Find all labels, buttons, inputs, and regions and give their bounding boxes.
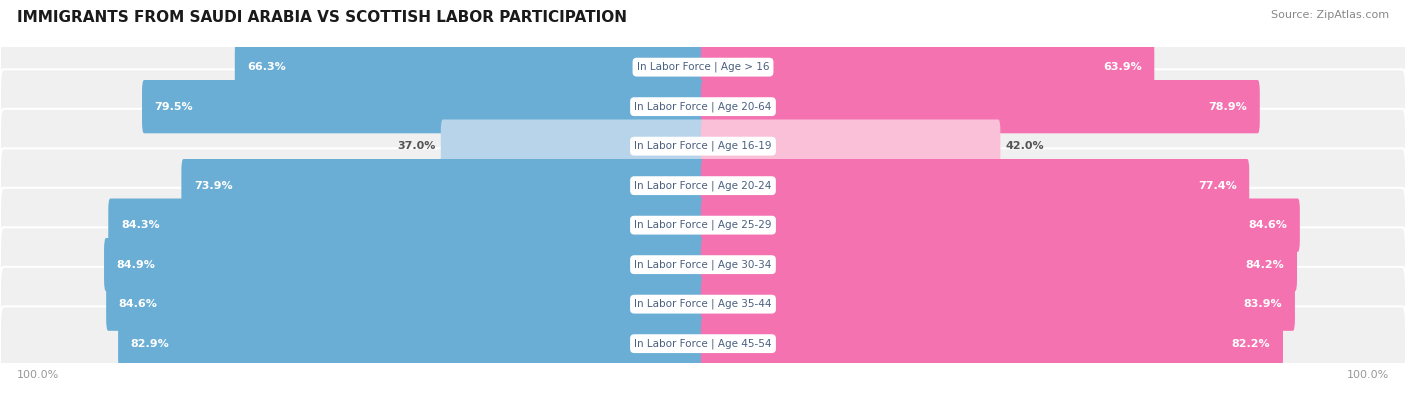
FancyBboxPatch shape [702, 159, 1250, 213]
Text: IMMIGRANTS FROM SAUDI ARABIA VS SCOTTISH LABOR PARTICIPATION: IMMIGRANTS FROM SAUDI ARABIA VS SCOTTISH… [17, 10, 627, 25]
FancyBboxPatch shape [142, 80, 706, 134]
Text: 100.0%: 100.0% [17, 370, 59, 380]
FancyBboxPatch shape [702, 238, 1298, 292]
Text: In Labor Force | Age > 16: In Labor Force | Age > 16 [637, 62, 769, 72]
Text: In Labor Force | Age 20-24: In Labor Force | Age 20-24 [634, 181, 772, 191]
Text: 63.9%: 63.9% [1102, 62, 1142, 72]
FancyBboxPatch shape [0, 188, 1406, 262]
Text: 79.5%: 79.5% [155, 102, 193, 112]
Text: In Labor Force | Age 45-54: In Labor Force | Age 45-54 [634, 339, 772, 349]
FancyBboxPatch shape [702, 198, 1299, 252]
Text: 84.6%: 84.6% [1249, 220, 1288, 230]
Text: In Labor Force | Age 35-44: In Labor Force | Age 35-44 [634, 299, 772, 309]
FancyBboxPatch shape [0, 109, 1406, 183]
FancyBboxPatch shape [0, 227, 1406, 302]
FancyBboxPatch shape [235, 40, 706, 94]
Text: 100.0%: 100.0% [1347, 370, 1389, 380]
Text: 37.0%: 37.0% [398, 141, 436, 151]
FancyBboxPatch shape [702, 277, 1295, 331]
FancyBboxPatch shape [702, 119, 1001, 173]
Text: In Labor Force | Age 20-64: In Labor Force | Age 20-64 [634, 102, 772, 112]
FancyBboxPatch shape [702, 317, 1284, 371]
Text: 73.9%: 73.9% [194, 181, 232, 191]
Text: 82.9%: 82.9% [131, 339, 170, 349]
Text: 82.2%: 82.2% [1232, 339, 1271, 349]
FancyBboxPatch shape [0, 267, 1406, 341]
FancyBboxPatch shape [118, 317, 706, 371]
FancyBboxPatch shape [181, 159, 706, 213]
FancyBboxPatch shape [0, 148, 1406, 223]
FancyBboxPatch shape [0, 70, 1406, 144]
Text: In Labor Force | Age 16-19: In Labor Force | Age 16-19 [634, 141, 772, 151]
Text: 42.0%: 42.0% [1005, 141, 1043, 151]
Text: 84.2%: 84.2% [1246, 260, 1285, 270]
Text: 77.4%: 77.4% [1198, 181, 1237, 191]
Text: 78.9%: 78.9% [1208, 102, 1247, 112]
FancyBboxPatch shape [702, 40, 1154, 94]
FancyBboxPatch shape [104, 238, 706, 292]
Text: 66.3%: 66.3% [247, 62, 287, 72]
FancyBboxPatch shape [108, 198, 706, 252]
Text: 84.9%: 84.9% [117, 260, 156, 270]
Text: 83.9%: 83.9% [1244, 299, 1282, 309]
FancyBboxPatch shape [702, 80, 1260, 134]
Text: 84.6%: 84.6% [120, 299, 157, 309]
Text: 84.3%: 84.3% [121, 220, 159, 230]
Text: In Labor Force | Age 25-29: In Labor Force | Age 25-29 [634, 220, 772, 230]
FancyBboxPatch shape [0, 307, 1406, 381]
FancyBboxPatch shape [107, 277, 706, 331]
FancyBboxPatch shape [441, 119, 706, 173]
FancyBboxPatch shape [0, 30, 1406, 105]
Text: In Labor Force | Age 30-34: In Labor Force | Age 30-34 [634, 260, 772, 270]
Text: Source: ZipAtlas.com: Source: ZipAtlas.com [1271, 10, 1389, 20]
